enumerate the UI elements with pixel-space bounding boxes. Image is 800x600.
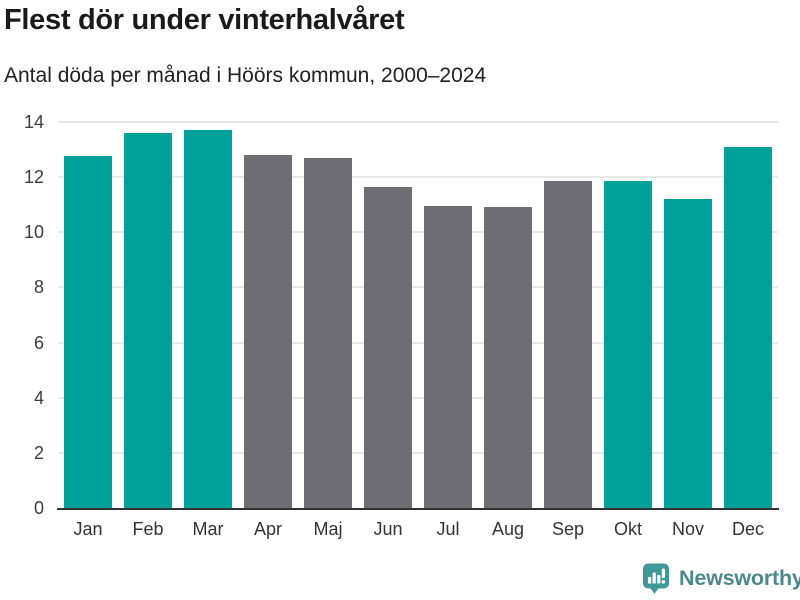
x-tick-label-feb: Feb xyxy=(132,519,164,539)
y-tick-label-6: 6 xyxy=(33,332,44,353)
gridline-14 xyxy=(58,121,778,123)
bar-jan xyxy=(64,156,112,508)
gridline-4 xyxy=(58,396,778,399)
gridline-10 xyxy=(58,231,778,234)
newsworthy-logo: Newsworthy xyxy=(642,563,800,594)
newsworthy-speech-bubble-chart-icon xyxy=(642,563,670,594)
bar-slot-apr xyxy=(238,122,298,508)
bar-slot-jul xyxy=(418,122,478,508)
x-tick-label-maj: Maj xyxy=(313,519,343,539)
x-tick-label-jun: Jun xyxy=(373,519,403,539)
gridline-12 xyxy=(58,176,778,179)
gridline-8 xyxy=(58,286,778,289)
bar-dec xyxy=(724,146,772,508)
bar-slot-jan xyxy=(58,122,118,508)
bar-jun xyxy=(364,186,412,508)
bar-slot-dec xyxy=(718,122,778,508)
y-tick-label-12: 12 xyxy=(23,167,44,188)
bar-maj xyxy=(304,157,352,508)
bar-slot-nov xyxy=(658,122,718,508)
chart-subtitle: Antal döda per månad i Höörs kommun, 200… xyxy=(4,64,487,87)
x-tick-label-dec: Dec xyxy=(731,519,764,539)
y-tick-label-2: 2 xyxy=(33,442,44,463)
y-tick-label-4: 4 xyxy=(33,387,44,408)
bar-slot-okt xyxy=(598,122,658,508)
y-tick-label-14: 14 xyxy=(23,112,44,132)
x-tick-label-okt: Okt xyxy=(613,519,642,539)
bar-slot-maj xyxy=(298,122,358,508)
y-tick-label-8: 8 xyxy=(33,277,44,298)
bar-slot-sep xyxy=(538,122,598,508)
bar-aug xyxy=(484,207,532,508)
y-tick-label-10: 10 xyxy=(23,222,44,243)
x-axis-labels: Jan Feb Mar Apr Maj Jun Jul Aug Sep Okt Nov Dec xyxy=(58,519,778,540)
bars-row xyxy=(58,122,778,508)
x-tick-label-mar: Mar xyxy=(192,519,224,539)
bar-mar xyxy=(184,130,232,508)
gridline-6 xyxy=(58,341,778,344)
bar-nov xyxy=(664,199,712,508)
bar-slot-mar xyxy=(178,122,238,508)
x-tick-label-apr: Apr xyxy=(253,519,282,539)
x-tick-label-nov: Nov xyxy=(671,519,704,539)
bar-slot-jun xyxy=(358,122,418,508)
bar-okt xyxy=(604,181,652,508)
y-axis-labels: 0 2 4 6 8 10 12 14 xyxy=(0,113,44,517)
bar-jul xyxy=(424,206,472,508)
bar-sep xyxy=(544,181,592,508)
newsworthy-logo-text: Newsworthy xyxy=(679,566,800,590)
x-tick-label-jan: Jan xyxy=(73,519,103,539)
gridline-2 xyxy=(58,451,778,454)
bar-slot-feb xyxy=(118,122,178,508)
bar-feb xyxy=(124,133,172,508)
x-axis-line xyxy=(57,507,779,510)
x-tick-label-jul: Jul xyxy=(436,519,460,539)
chart-title: Flest dör under vinterhalvåret xyxy=(4,4,405,36)
bar-slot-aug xyxy=(478,122,538,508)
y-tick-label-0: 0 xyxy=(33,498,44,518)
bar-apr xyxy=(244,155,292,508)
x-tick-label-sep: Sep xyxy=(551,519,585,539)
x-tick-label-aug: Aug xyxy=(491,519,525,539)
plot-area xyxy=(57,121,779,510)
